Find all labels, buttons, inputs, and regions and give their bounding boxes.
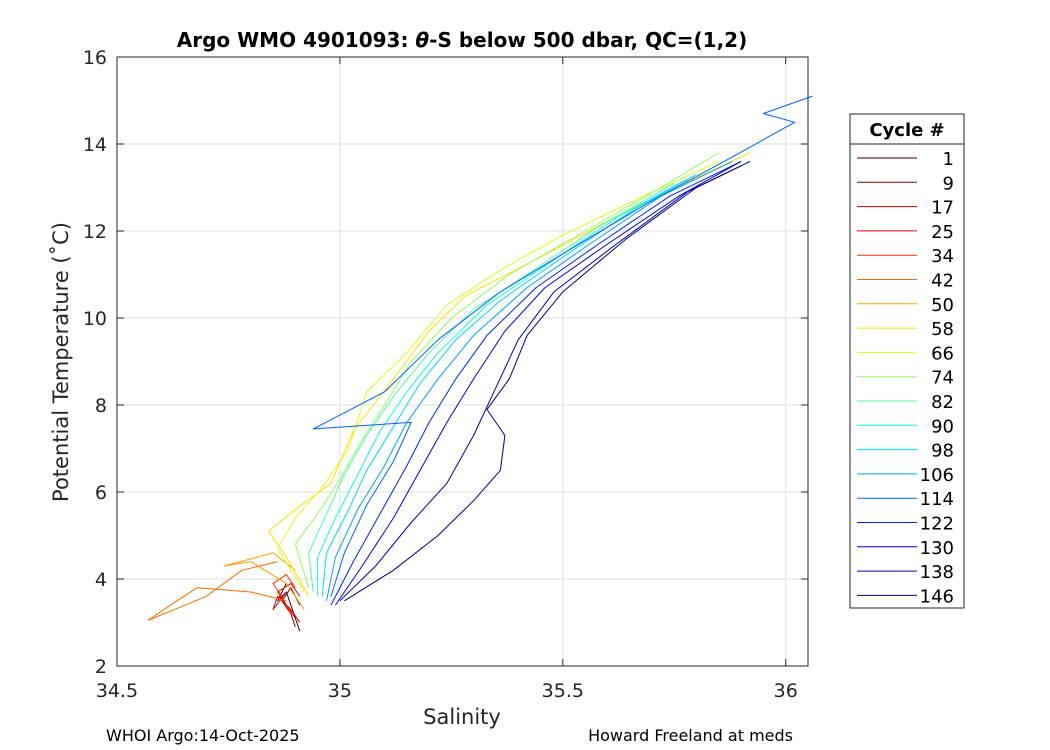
series-line-cycle-98 — [321, 173, 697, 597]
legend-label-cycle-66: 66 — [931, 343, 954, 364]
plot-frame — [116, 56, 809, 667]
legend-label-cycle-90: 90 — [931, 416, 954, 437]
legend-box — [849, 113, 965, 609]
series-line-cycle-138 — [339, 165, 742, 602]
legend-label-cycle-82: 82 — [931, 392, 954, 413]
y-tick-label: 14 — [83, 134, 107, 156]
y-tick-label: 12 — [83, 221, 107, 243]
legend-label-cycle-74: 74 — [931, 368, 954, 389]
legend-label-cycle-106: 106 — [920, 465, 954, 486]
series-line-cycle-17 — [272, 591, 301, 623]
y-tick-label: 2 — [95, 656, 107, 678]
series-line-cycle-25 — [277, 582, 301, 619]
legend-entries: 1 9 17 25 34 42 50 58 66 74 82 90 98 106 114 122 130 138 1… — [857, 149, 954, 607]
series-line-cycle-50 — [223, 552, 305, 610]
x-tick-label: 35 — [328, 680, 352, 702]
legend-label-cycle-17: 17 — [931, 198, 954, 219]
legend-label-cycle-114: 114 — [920, 489, 954, 510]
legend-label-cycle-1: 1 — [943, 149, 954, 170]
x-tick-label: 36 — [774, 680, 798, 702]
legend-title: Cycle # — [869, 120, 944, 141]
series-line-cycle-42 — [147, 561, 287, 621]
x-tick-label: 35.5 — [542, 680, 584, 702]
y-axis-label: Potential Temperature (˚C) — [49, 222, 73, 502]
y-tick-label: 8 — [95, 395, 107, 417]
series-line-cycle-106 — [326, 160, 733, 601]
y-tick-label: 10 — [83, 308, 107, 330]
series-line-cycle-58 — [268, 152, 751, 597]
y-tick-label: 16 — [83, 47, 107, 69]
series-line-cycle-66 — [277, 160, 720, 593]
legend-label-cycle-138: 138 — [920, 562, 954, 583]
series-line-cycle-122 — [330, 160, 742, 606]
y-tick-label: 6 — [95, 482, 107, 504]
y-tick-label: 4 — [95, 569, 107, 591]
plot-background — [117, 57, 808, 666]
legend-label-cycle-122: 122 — [920, 514, 954, 535]
series-line-cycle-114 — [312, 95, 813, 597]
legend-label-cycle-34: 34 — [931, 246, 954, 267]
legend-label-cycle-98: 98 — [931, 441, 954, 462]
series-line-cycle-34 — [272, 574, 296, 615]
series-line-cycle-82 — [308, 182, 675, 593]
series-line-cycle-130 — [334, 160, 742, 606]
x-axis-label: Salinity — [423, 705, 501, 729]
legend-label-cycle-130: 130 — [920, 538, 954, 559]
series-line-cycle-146 — [344, 160, 751, 602]
legend-label-cycle-50: 50 — [931, 295, 954, 316]
legend-label-cycle-25: 25 — [931, 222, 954, 243]
axis-ticks: 34.5 35 35.5 36 2 4 6 8 10 12 14 16 — [83, 47, 808, 702]
legend: Cycle # 1 9 17 25 34 42 50 58 66 74 82 90 98 106 114 12… — [849, 113, 965, 609]
series-line-cycle-74 — [294, 152, 720, 588]
legend-label-cycle-9: 9 — [943, 173, 954, 194]
footer-right: Howard Freeland at meds — [588, 726, 793, 745]
footer-left: WHOI Argo:14-Oct-2025 — [106, 726, 300, 745]
series-lines — [147, 95, 813, 632]
plot-area: 34.5 35 35.5 36 2 4 6 8 10 12 14 16 — [83, 47, 813, 702]
legend-label-cycle-146: 146 — [920, 586, 954, 607]
chart-title: Argo WMO 4901093: θ-S below 500 dbar, QC… — [177, 28, 747, 52]
legend-label-cycle-42: 42 — [931, 271, 954, 292]
legend-label-cycle-58: 58 — [931, 319, 954, 340]
x-tick-label: 34.5 — [96, 680, 138, 702]
